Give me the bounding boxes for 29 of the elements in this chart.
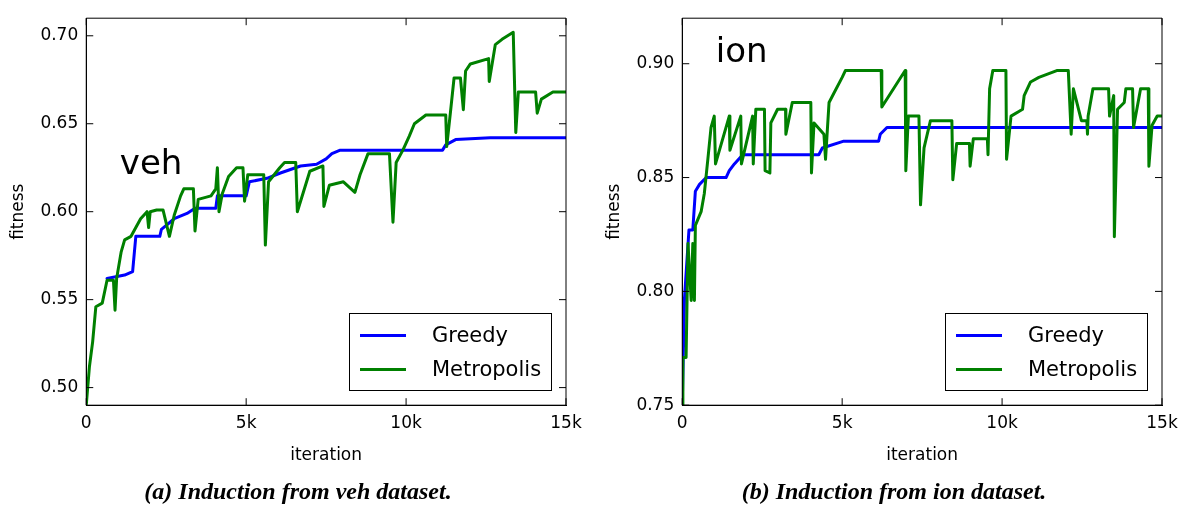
x-tick-label: 15k (550, 411, 582, 432)
x-tick-label: 0 (80, 411, 92, 432)
y-tick-label: 0.90 (636, 52, 675, 73)
annotation: veh (119, 142, 183, 183)
y-axis-title: fitness (602, 183, 623, 240)
x-tick-label: 5k (235, 411, 257, 432)
x-tick-label: 15k (1146, 411, 1178, 432)
y-tick-label: 0.85 (636, 165, 675, 186)
y-tick-label: 0.55 (40, 288, 79, 309)
x-axis-title: iteration (886, 444, 959, 465)
y-tick-label: 0.80 (636, 279, 675, 300)
y-tick-label: 0.65 (40, 112, 79, 133)
x-tick-label: 10k (986, 411, 1018, 432)
legend-label: Metropolis (1028, 357, 1138, 382)
y-tick-label: 0.75 (636, 393, 675, 414)
y-axis-title: fitness (6, 183, 27, 240)
text: (b) Induction from ion dataset. (740, 478, 1048, 505)
legend-label: Greedy (432, 323, 509, 348)
y-tick-label: 0.50 (40, 376, 79, 397)
annotation: ion (715, 29, 768, 70)
x-tick-label: 10k (390, 411, 422, 432)
legend-label: Greedy (1028, 323, 1105, 348)
text: (a) Induction from veh dataset. (143, 478, 453, 505)
x-axis-title: iteration (290, 444, 363, 465)
x-tick-label: 5k (831, 411, 853, 432)
x-tick-label: 0 (676, 411, 688, 432)
y-tick-label: 0.70 (40, 24, 79, 45)
y-tick-label: 0.60 (40, 200, 79, 221)
legend-label: Metropolis (432, 357, 542, 382)
